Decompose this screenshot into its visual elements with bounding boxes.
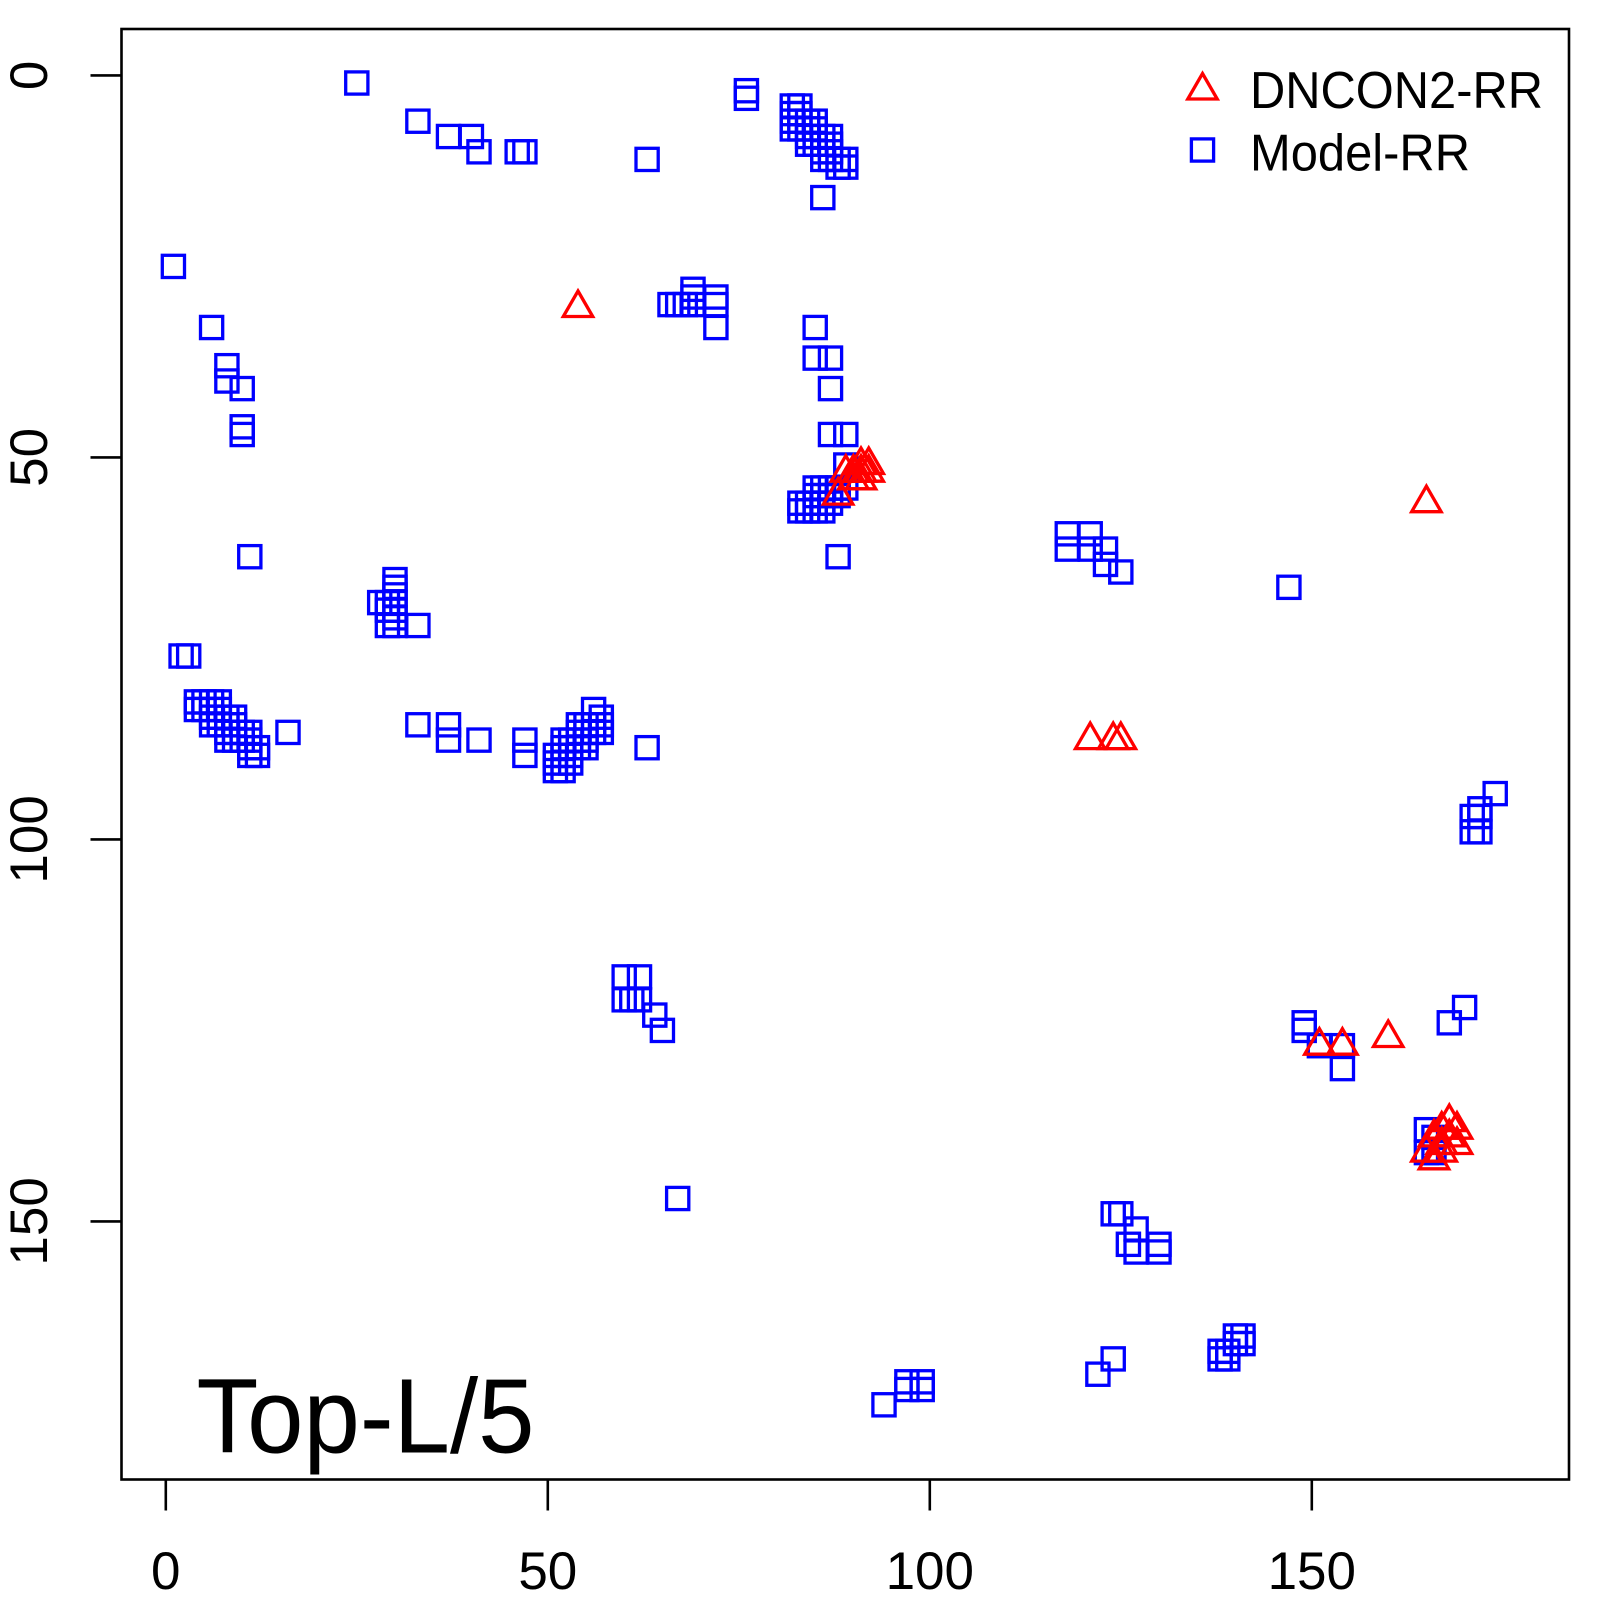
svg-text:0: 0 [151, 1542, 180, 1600]
svg-text:100: 100 [886, 1542, 974, 1600]
svg-text:150: 150 [0, 1177, 59, 1265]
svg-text:Top-L/5: Top-L/5 [197, 1358, 535, 1476]
svg-text:50: 50 [0, 428, 59, 487]
svg-text:DNCON2-RR: DNCON2-RR [1250, 62, 1543, 120]
svg-text:0: 0 [0, 61, 59, 90]
svg-text:150: 150 [1268, 1542, 1356, 1600]
svg-text:50: 50 [518, 1542, 577, 1600]
svg-text:100: 100 [0, 795, 59, 883]
svg-text:Model-RR: Model-RR [1250, 125, 1470, 183]
